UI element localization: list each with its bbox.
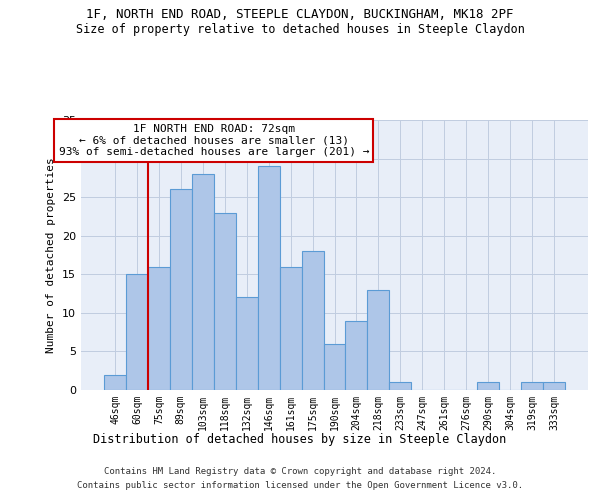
Bar <box>367 290 389 390</box>
Text: 1F, NORTH END ROAD, STEEPLE CLAYDON, BUCKINGHAM, MK18 2PF: 1F, NORTH END ROAD, STEEPLE CLAYDON, BUC… <box>86 8 514 20</box>
Bar <box>346 320 367 390</box>
Bar <box>477 382 499 390</box>
Bar <box>521 382 543 390</box>
Bar <box>302 251 323 390</box>
Bar <box>543 382 565 390</box>
Bar <box>192 174 214 390</box>
Text: Contains public sector information licensed under the Open Government Licence v3: Contains public sector information licen… <box>77 481 523 490</box>
Y-axis label: Number of detached properties: Number of detached properties <box>46 157 56 353</box>
Text: Contains HM Land Registry data © Crown copyright and database right 2024.: Contains HM Land Registry data © Crown c… <box>104 468 496 476</box>
Bar <box>104 374 126 390</box>
Bar <box>280 266 302 390</box>
Text: Size of property relative to detached houses in Steeple Claydon: Size of property relative to detached ho… <box>76 22 524 36</box>
Bar <box>170 190 192 390</box>
Bar <box>148 266 170 390</box>
Text: 1F NORTH END ROAD: 72sqm
← 6% of detached houses are smaller (13)
93% of semi-de: 1F NORTH END ROAD: 72sqm ← 6% of detache… <box>59 124 369 157</box>
Bar <box>257 166 280 390</box>
Text: Distribution of detached houses by size in Steeple Claydon: Distribution of detached houses by size … <box>94 432 506 446</box>
Bar <box>236 298 257 390</box>
Bar <box>389 382 412 390</box>
Bar <box>323 344 346 390</box>
Bar <box>126 274 148 390</box>
Bar <box>214 212 236 390</box>
